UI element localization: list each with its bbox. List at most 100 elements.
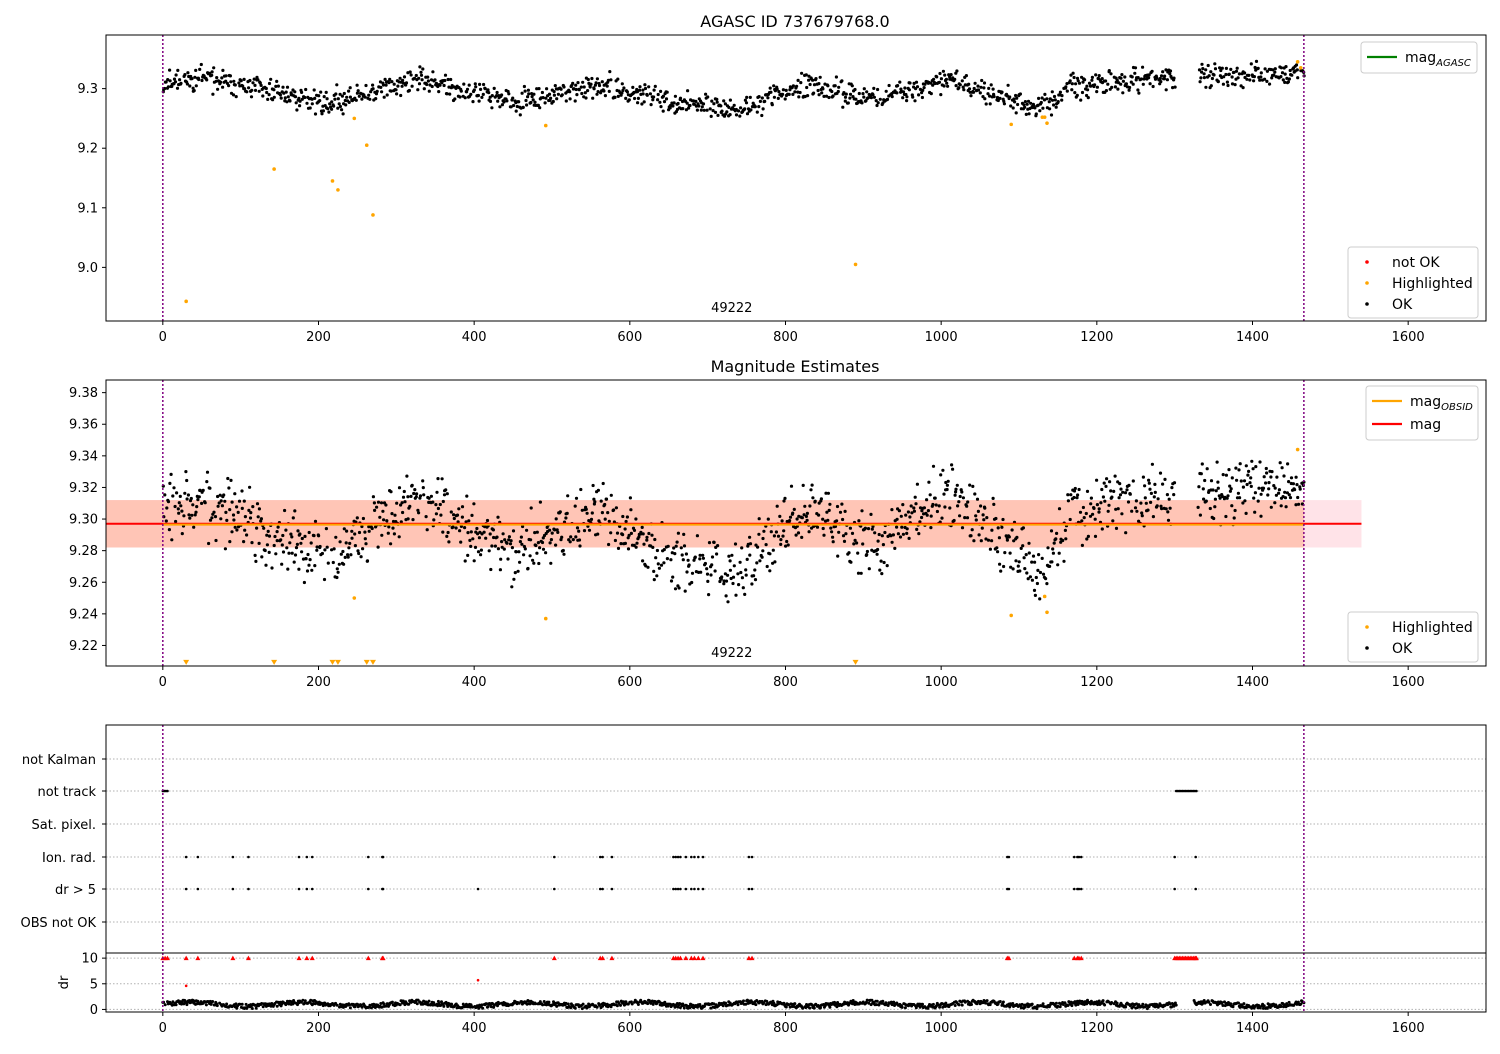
panel1-ok-point <box>595 77 600 81</box>
panel2-ok-point <box>255 526 259 530</box>
panel1-ok-point <box>476 93 480 98</box>
panel1-ok-point <box>953 77 957 81</box>
panel2-ok-point <box>438 502 442 507</box>
panel1-ok-point <box>898 80 902 84</box>
panel2-ok-point <box>1259 514 1263 518</box>
panel2-ok-point <box>629 531 634 536</box>
panel1-ok-point <box>449 77 453 82</box>
panel2-ok-point <box>575 526 580 530</box>
panel1-ok-point <box>1280 71 1285 75</box>
panel1-ok-point <box>602 89 606 93</box>
panel1-ok-point <box>1014 93 1018 98</box>
panel2-ok-point <box>417 511 421 515</box>
panel2-ok-point <box>705 567 709 571</box>
panel2-ok-point <box>217 501 221 505</box>
panel1-ok-point <box>969 94 973 98</box>
panel1-ok-point <box>1072 75 1076 80</box>
panel1-ok-point <box>656 92 660 97</box>
panel2-ok-point <box>1116 507 1120 511</box>
panel1-ok-point <box>1216 80 1220 84</box>
panel2-ok-point <box>929 514 933 518</box>
panel2-ok-point <box>587 519 591 523</box>
panel4-dr-point <box>185 1003 189 1007</box>
panel2-ok-point <box>901 532 906 536</box>
panel2-ok-point <box>208 486 212 490</box>
panel1-ok-point <box>1024 112 1028 116</box>
panel1-ok-point <box>592 87 596 91</box>
panel4-dr-point <box>261 1005 265 1009</box>
panel2-ok-point <box>482 530 486 534</box>
panel2-ok-point <box>890 508 894 512</box>
panel2-highlighted-point <box>1009 613 1014 618</box>
panel4-dr-point <box>1103 1003 1107 1007</box>
panel1-ok-point <box>193 75 197 79</box>
panel2-ok-point <box>950 463 954 467</box>
panel2-ok-point <box>740 546 744 550</box>
panel2-ok-point <box>353 532 357 536</box>
panel2-ok-point <box>895 517 899 521</box>
panel2-ok-point <box>429 494 433 498</box>
panel1-ok-point <box>1204 85 1208 89</box>
panel4-dr-point <box>1141 1002 1145 1006</box>
panel2-ok-point <box>744 573 748 577</box>
panel1-ok-point <box>738 114 742 118</box>
panel4-dr-point <box>360 1005 364 1009</box>
panel2-ok-point <box>830 530 834 534</box>
panel4-dr-point <box>861 1000 865 1004</box>
panel2-ok-point <box>1021 544 1025 548</box>
panel1-ok-point <box>533 100 537 104</box>
panel2-ok-point <box>440 477 444 481</box>
panel2-ok-point <box>1026 577 1030 581</box>
panel4-dr-point <box>380 1005 384 1009</box>
panel2-ok-point <box>1143 484 1147 488</box>
panel1-ok-point <box>1002 99 1006 103</box>
panel2-ok-point <box>1241 501 1245 505</box>
panel1-ok-point <box>770 103 774 107</box>
panel1-ok-point <box>559 87 563 91</box>
panel1-ok-point <box>678 96 683 100</box>
panel1-ok-point <box>1079 98 1083 102</box>
panel2-ok-point <box>965 504 969 508</box>
panel2-ok-point <box>728 568 733 572</box>
panel2-ok-point <box>290 535 294 539</box>
panel2-ok-point <box>326 561 330 565</box>
panel1-ok-point <box>1200 70 1204 74</box>
panel1-ok-point <box>472 88 476 92</box>
panel2-ok-point <box>550 531 554 535</box>
panel4-dr-clipped-marker <box>380 955 386 961</box>
panel1-ok-point <box>706 95 710 99</box>
panel1-ok-point <box>820 91 824 95</box>
panel2-ok-point <box>655 574 659 578</box>
panel1-ok-point <box>538 106 542 110</box>
panel1-ok-point <box>243 87 247 91</box>
panel1-ok-point <box>691 99 696 103</box>
panel1-xtick-label: 1400 <box>1236 330 1269 345</box>
panel1-legend-point-swatch <box>1365 281 1369 285</box>
panel1-ok-point <box>1237 72 1241 76</box>
panel1-ok-point <box>816 88 820 93</box>
panel2-ok-point <box>1118 482 1122 486</box>
panel4-dr-point <box>238 1002 242 1006</box>
panel1-ok-point <box>862 95 866 99</box>
panel2-magnitude-estimates: 0 200 400 600 800 1000 1200 1400 16009.229.249.2… <box>69 379 1487 690</box>
panel2-ok-point <box>745 557 749 562</box>
panel2-ok-point <box>614 506 619 510</box>
panel2-ok-point <box>1253 491 1257 495</box>
panel2-ok-point <box>907 536 911 541</box>
panel1-ok-point <box>1087 81 1092 85</box>
panel4-dr-point <box>865 998 869 1002</box>
panel1-ok-point <box>1086 88 1090 92</box>
panel1-ok-point <box>509 105 513 109</box>
panel2-ok-point <box>579 487 583 492</box>
panel1-ok-point <box>1093 83 1097 87</box>
panel1-ok-point <box>912 81 916 85</box>
panel1-ok-point <box>385 93 389 97</box>
panel1-ok-point <box>872 86 876 90</box>
panel1-ok-point <box>429 78 434 82</box>
panel2-ok-point <box>1018 569 1022 573</box>
panel1-ok-point <box>620 82 624 86</box>
panel4-dr-point <box>1258 1006 1262 1010</box>
panel1-ok-point <box>284 90 288 94</box>
panel4-ytick-label: 0 <box>90 1003 98 1018</box>
panel2-ok-point <box>779 542 783 547</box>
